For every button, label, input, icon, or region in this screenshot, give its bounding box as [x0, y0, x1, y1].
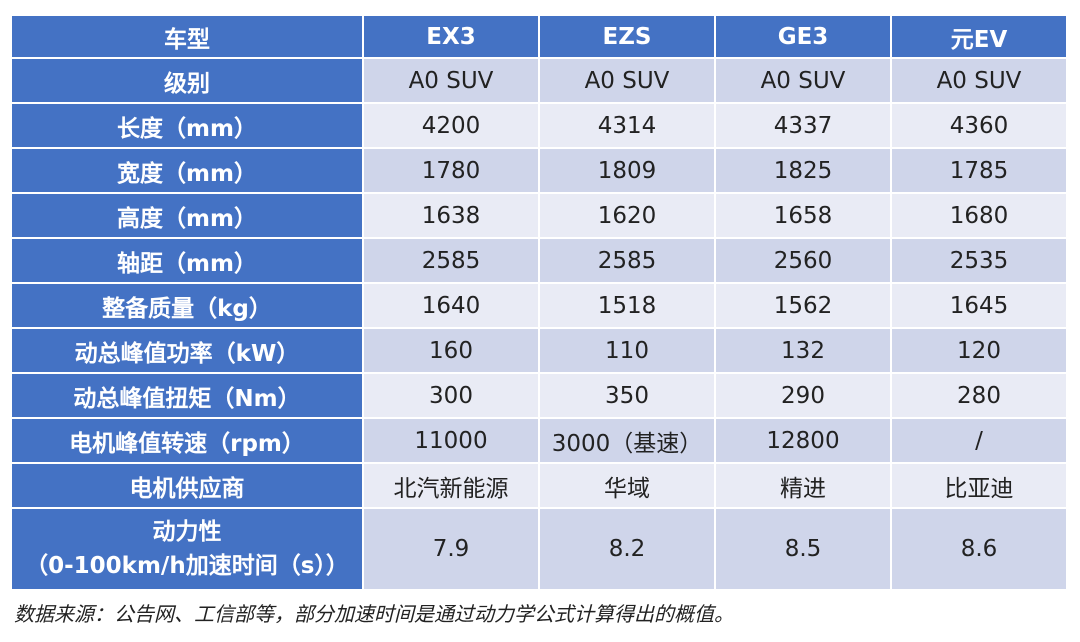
- table-row: 轴距（mm） 2585 2585 2560 2535: [12, 239, 1066, 282]
- table-cell: 8.6: [892, 509, 1066, 589]
- row-label-peak-torque: 动总峰值扭矩（Nm）: [12, 374, 362, 417]
- row-label-motor-supplier: 电机供应商: [12, 464, 362, 507]
- table-cell: 北汽新能源: [364, 464, 538, 507]
- table-cell: 11000: [364, 419, 538, 462]
- table-cell: 1620: [540, 194, 714, 237]
- table-cell: 4200: [364, 104, 538, 147]
- table-cell: 120: [892, 329, 1066, 372]
- vehicle-spec-table: 车型 EX3 EZS GE3 元EV 级别 A0 SUV A0 SUV A0 S…: [10, 14, 1068, 591]
- table-cell: A0 SUV: [716, 59, 890, 102]
- table-cell: 精进: [716, 464, 890, 507]
- table-cell: 110: [540, 329, 714, 372]
- row-label-acceleration-line1: 动力性: [152, 519, 222, 545]
- table-cell: 1785: [892, 149, 1066, 192]
- table-cell: 1658: [716, 194, 890, 237]
- table-cell: 4337: [716, 104, 890, 147]
- spec-sheet: 车型 EX3 EZS GE3 元EV 级别 A0 SUV A0 SUV A0 S…: [12, 14, 1068, 591]
- row-label-length: 长度（mm）: [12, 104, 362, 147]
- row-label-curb-weight: 整备质量（kg）: [12, 284, 362, 327]
- table-cell: 2585: [540, 239, 714, 282]
- table-cell: 3000（基速）: [540, 419, 714, 462]
- row-label-acceleration: 动力性 （0-100km/h加速时间（s））: [12, 509, 362, 589]
- table-cell: 1825: [716, 149, 890, 192]
- table-row: 长度（mm） 4200 4314 4337 4360: [12, 104, 1066, 147]
- table-cell: /: [892, 419, 1066, 462]
- header-cell-ex3: EX3: [364, 16, 538, 57]
- table-cell: 1640: [364, 284, 538, 327]
- table-cell: 290: [716, 374, 890, 417]
- table-row: 级别 A0 SUV A0 SUV A0 SUV A0 SUV: [12, 59, 1066, 102]
- table-cell: A0 SUV: [540, 59, 714, 102]
- table-cell: 4314: [540, 104, 714, 147]
- table-row: 电机峰值转速（rpm） 11000 3000（基速） 12800 /: [12, 419, 1066, 462]
- table-cell: 1680: [892, 194, 1066, 237]
- table-cell: A0 SUV: [364, 59, 538, 102]
- table-cell: 4360: [892, 104, 1066, 147]
- table-cell: 1645: [892, 284, 1066, 327]
- table-cell: 1518: [540, 284, 714, 327]
- table-cell: A0 SUV: [892, 59, 1066, 102]
- table-row: 动总峰值扭矩（Nm） 300 350 290 280: [12, 374, 1066, 417]
- row-label-height: 高度（mm）: [12, 194, 362, 237]
- table-cell: 1562: [716, 284, 890, 327]
- row-label-motor-speed: 电机峰值转速（rpm）: [12, 419, 362, 462]
- table-cell: 7.9: [364, 509, 538, 589]
- table-row: 电机供应商 北汽新能源 华域 精进 比亚迪: [12, 464, 1066, 507]
- table-cell: 12800: [716, 419, 890, 462]
- table-row: 宽度（mm） 1780 1809 1825 1785: [12, 149, 1066, 192]
- table-cell: 1780: [364, 149, 538, 192]
- row-label-wheelbase: 轴距（mm）: [12, 239, 362, 282]
- table-header-row: 车型 EX3 EZS GE3 元EV: [12, 16, 1066, 57]
- row-label-width: 宽度（mm）: [12, 149, 362, 192]
- table-cell: 2535: [892, 239, 1066, 282]
- table-cell: 2585: [364, 239, 538, 282]
- table-row: 高度（mm） 1638 1620 1658 1680: [12, 194, 1066, 237]
- table-cell: 8.2: [540, 509, 714, 589]
- table-row: 整备质量（kg） 1640 1518 1562 1645: [12, 284, 1066, 327]
- table-row: 动力性 （0-100km/h加速时间（s）） 7.9 8.2 8.5 8.6: [12, 509, 1066, 589]
- table-cell: 2560: [716, 239, 890, 282]
- row-label-acceleration-line2: （0-100km/h加速时间（s））: [25, 553, 349, 579]
- table-cell: 华域: [540, 464, 714, 507]
- table-cell: 350: [540, 374, 714, 417]
- table-cell: 280: [892, 374, 1066, 417]
- header-cell-yuan-ev: 元EV: [892, 16, 1066, 57]
- table-cell: 比亚迪: [892, 464, 1066, 507]
- row-label-peak-power: 动总峰值功率（kW）: [12, 329, 362, 372]
- table-cell: 300: [364, 374, 538, 417]
- header-cell-ge3: GE3: [716, 16, 890, 57]
- source-footnote: 数据来源：公告网、工信部等，部分加速时间是通过动力学公式计算得出的概值。: [14, 602, 734, 626]
- table-cell: 160: [364, 329, 538, 372]
- table-cell: 1809: [540, 149, 714, 192]
- header-cell-ezs: EZS: [540, 16, 714, 57]
- table-cell: 8.5: [716, 509, 890, 589]
- table-cell: 1638: [364, 194, 538, 237]
- table-cell: 132: [716, 329, 890, 372]
- table-row: 动总峰值功率（kW） 160 110 132 120: [12, 329, 1066, 372]
- row-label-class: 级别: [12, 59, 362, 102]
- header-cell-model: 车型: [12, 16, 362, 57]
